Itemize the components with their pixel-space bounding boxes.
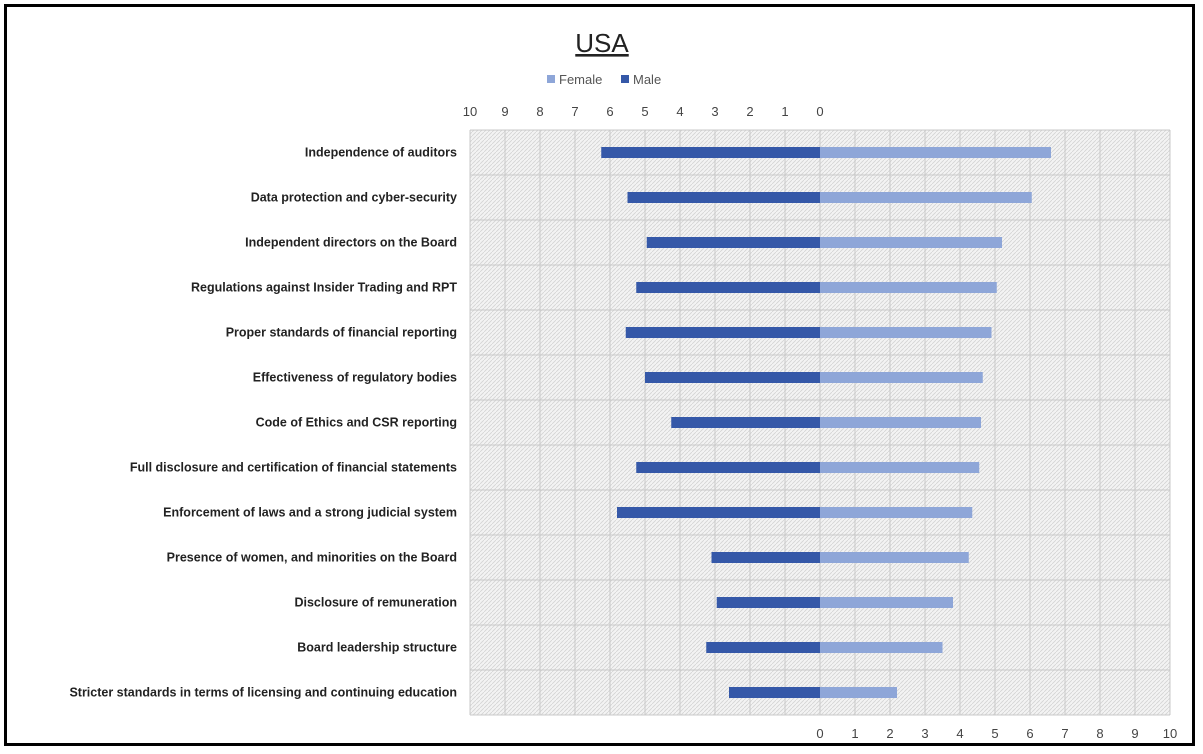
- bar-female: [820, 192, 1032, 203]
- bar-male: [601, 147, 820, 158]
- legend-swatch-female: [547, 75, 555, 83]
- bar-male: [706, 642, 820, 653]
- category-label: Stricter standards in terms of licensing…: [69, 686, 457, 700]
- legend-swatch-male: [621, 75, 629, 83]
- top-axis-tick-label: 4: [676, 104, 683, 119]
- bottom-axis-tick-label: 5: [991, 726, 998, 741]
- category-label: Independent directors on the Board: [245, 236, 457, 250]
- bar-female: [820, 327, 992, 338]
- top-axis-tick-label: 3: [711, 104, 718, 119]
- bar-male: [729, 687, 820, 698]
- bar-male: [671, 417, 820, 428]
- category-label: Regulations against Insider Trading and …: [191, 281, 457, 295]
- category-label: Effectiveness of regulatory bodies: [253, 371, 457, 385]
- top-axis-tick-label: 9: [501, 104, 508, 119]
- bar-female: [820, 642, 943, 653]
- bar-female: [820, 417, 981, 428]
- legend-label-male: Male: [633, 72, 661, 87]
- bottom-axis-tick-label: 6: [1026, 726, 1033, 741]
- bar-male: [627, 192, 820, 203]
- bottom-axis-tick-label: 3: [921, 726, 928, 741]
- bottom-axis-tick-label: 2: [886, 726, 893, 741]
- bar-male: [625, 327, 820, 338]
- top-axis-tick-label: 10: [463, 104, 477, 119]
- bottom-axis-tick-label: 10: [1163, 726, 1177, 741]
- bar-male: [636, 282, 820, 293]
- top-axis-tick-label: 6: [606, 104, 613, 119]
- bar-male: [711, 552, 820, 563]
- category-label: Board leadership structure: [297, 641, 457, 655]
- bar-male: [645, 372, 820, 383]
- top-axis-tick-label: 7: [571, 104, 578, 119]
- bar-female: [820, 597, 953, 608]
- bar-female: [820, 462, 980, 473]
- top-axis-tick-label: 8: [536, 104, 543, 119]
- category-label: Data protection and cyber-security: [251, 191, 457, 205]
- category-label: Presence of women, and minorities on the…: [167, 551, 457, 565]
- bar-female: [820, 507, 973, 518]
- category-label: Code of Ethics and CSR reporting: [256, 416, 457, 430]
- bar-female: [820, 282, 997, 293]
- chart-title: USA: [575, 28, 629, 58]
- bar-female: [820, 237, 1002, 248]
- category-label: Proper standards of financial reporting: [226, 326, 457, 340]
- bar-male: [646, 237, 820, 248]
- bottom-axis-tick-label: 0: [816, 726, 823, 741]
- bar-male: [636, 462, 820, 473]
- top-axis-tick-label: 1: [781, 104, 788, 119]
- category-label: Full disclosure and certification of fin…: [130, 461, 457, 475]
- bottom-axis-tick-label: 1: [851, 726, 858, 741]
- top-axis-tick-label: 0: [816, 104, 823, 119]
- bar-female: [820, 372, 983, 383]
- category-label: Disclosure of remuneration: [294, 596, 457, 610]
- bottom-axis-tick-label: 9: [1131, 726, 1138, 741]
- top-axis-tick-label: 2: [746, 104, 753, 119]
- bar-female: [820, 687, 897, 698]
- bottom-axis-tick-label: 7: [1061, 726, 1068, 741]
- category-label: Enforcement of laws and a strong judicia…: [163, 506, 457, 520]
- bar-female: [820, 147, 1051, 158]
- bar-male: [617, 507, 820, 518]
- top-axis-tick-label: 5: [641, 104, 648, 119]
- bottom-axis-tick-label: 4: [956, 726, 963, 741]
- bar-male: [716, 597, 820, 608]
- category-label: Independence of auditors: [305, 146, 457, 160]
- bottom-axis-tick-label: 8: [1096, 726, 1103, 741]
- bar-female: [820, 552, 969, 563]
- legend: Female Male: [547, 72, 661, 87]
- legend-label-female: Female: [559, 72, 602, 87]
